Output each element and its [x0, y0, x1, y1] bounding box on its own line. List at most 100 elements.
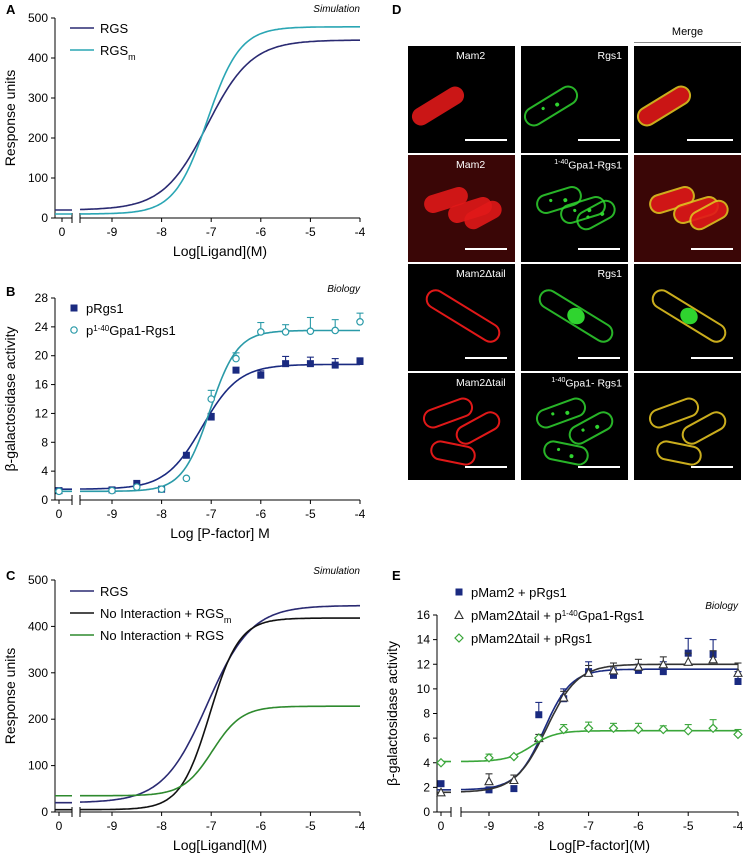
panel-letter-a: A	[6, 2, 16, 17]
data-point	[708, 654, 719, 664]
y-tick-label: 300	[28, 666, 48, 680]
chart-tag: Simulation	[313, 566, 360, 577]
y-tick-label: 200	[28, 131, 48, 145]
x-tick-label: -6	[255, 225, 266, 239]
x-tick-label: -9	[107, 819, 118, 833]
y-tick-label: 2	[423, 780, 430, 794]
x-tick-label: -7	[206, 819, 217, 833]
data-point	[282, 360, 290, 368]
micrograph-4-merge	[634, 373, 741, 480]
fit-curve	[461, 729, 738, 763]
x-tick-label: -7	[583, 819, 594, 833]
data-point	[232, 354, 240, 363]
y-tick-label: 0	[41, 493, 48, 507]
legend-marker	[455, 588, 463, 596]
legend-label: RGS	[100, 21, 129, 36]
legend-label: pMam2 + pRgs1	[471, 585, 567, 600]
chart-tag: Biology	[327, 284, 361, 295]
legend-label: No Interaction + RGSm	[100, 606, 231, 625]
data-point	[633, 661, 644, 671]
panel-letter-b: B	[6, 284, 15, 299]
data-point	[708, 723, 718, 734]
data-point	[510, 785, 518, 793]
x-tick-label: 0	[56, 819, 63, 833]
y-tick-label: 300	[28, 91, 48, 105]
panel-letter-e: E	[392, 568, 401, 583]
y-tick-label: 28	[35, 291, 49, 305]
x-tick-label: 0	[56, 507, 63, 521]
legend-marker	[70, 326, 78, 334]
channel-label-rgs1: 1-40Gpa1-Rgs1	[554, 159, 622, 172]
x-tick-label: -7	[206, 507, 217, 521]
scale-bar	[465, 248, 507, 250]
data-point	[232, 366, 240, 374]
micrograph-3-red: Mam2Δtail	[408, 264, 515, 371]
chart-tag: Simulation	[313, 4, 360, 15]
scale-bar	[691, 357, 733, 359]
micrograph-1-green: Rgs1	[521, 46, 628, 153]
legend-label: No Interaction + RGS	[100, 628, 224, 643]
scale-bar	[465, 466, 507, 468]
x-tick-label: 0	[438, 819, 445, 833]
chart-b: Biology 0 4 8 12 16 20 24 28 0 -9 -8 -7 -6 -5 -4 Log [P-…	[2, 284, 366, 541]
y-axis-title: β-galactosidase activity	[384, 641, 400, 786]
micrograph-3-green: Rgs1	[521, 264, 628, 371]
data-point	[257, 371, 265, 379]
y-tick-label: 12	[35, 406, 49, 420]
data-point	[683, 725, 694, 736]
data-point	[610, 671, 617, 679]
y-axis-title: Response units	[2, 648, 18, 745]
y-tick-label: 4	[423, 756, 430, 770]
scale-bar	[465, 357, 507, 359]
scale-bar	[691, 466, 733, 468]
data-point	[256, 328, 265, 336]
micrograph-2-red: Mam2	[408, 155, 515, 262]
data-point	[558, 724, 569, 735]
x-tick-label: -8	[156, 819, 167, 833]
legend-label: RGSm	[100, 43, 136, 62]
data-point	[133, 483, 141, 491]
channel-label-rgs1: 1-40Gpa1- Rgs1	[551, 377, 622, 390]
legend-label: RGS	[100, 584, 129, 599]
x-tick-label: 0	[59, 225, 66, 239]
data-point	[356, 357, 364, 365]
data-point	[734, 677, 742, 685]
panel-letter-d: D	[392, 2, 401, 17]
chart-tag: Biology	[705, 601, 739, 612]
scale-bar	[578, 466, 620, 468]
y-tick-label: 8	[41, 435, 48, 449]
legend-marker	[70, 304, 78, 312]
data-point	[207, 395, 216, 403]
micrograph-1-merge	[634, 46, 741, 153]
micrograph-3-merge	[634, 264, 741, 371]
x-axis-title: Log[P-factor](M)	[549, 837, 650, 853]
data-point	[608, 723, 619, 734]
y-tick-label: 0	[41, 211, 48, 225]
x-tick-label: -8	[156, 225, 167, 239]
data-point	[356, 318, 364, 326]
data-point	[733, 729, 743, 740]
micrograph-2-merge	[634, 155, 741, 262]
chart-c: Simulation 0 100 200 300 400 500 0 -9 -8 -7 -6 -5 -4 L…	[2, 566, 366, 853]
data-point	[535, 711, 543, 719]
legend-marker	[454, 609, 464, 620]
channel-label-mam2: Mam2	[456, 50, 486, 62]
x-tick-label: -9	[484, 819, 495, 833]
legend-marker	[454, 633, 464, 643]
merge-bracket	[634, 42, 741, 43]
fit-curve	[80, 604, 360, 803]
fit-curve	[460, 668, 738, 791]
x-tick-label: -8	[533, 819, 544, 833]
channel-label-rgs1: Rgs1	[597, 50, 622, 62]
x-axis-title: Log [P-factor] M	[170, 525, 270, 541]
x-tick-label: -9	[107, 225, 118, 239]
data-point	[658, 659, 669, 669]
y-axis-title: β-galactosidase activity	[2, 326, 18, 471]
y-tick-label: 200	[28, 712, 48, 726]
data-point	[583, 723, 594, 734]
data-point	[509, 751, 519, 762]
data-point	[633, 724, 644, 735]
y-tick-label: 400	[28, 619, 48, 633]
data-point	[157, 485, 166, 493]
scale-bar	[578, 139, 620, 141]
